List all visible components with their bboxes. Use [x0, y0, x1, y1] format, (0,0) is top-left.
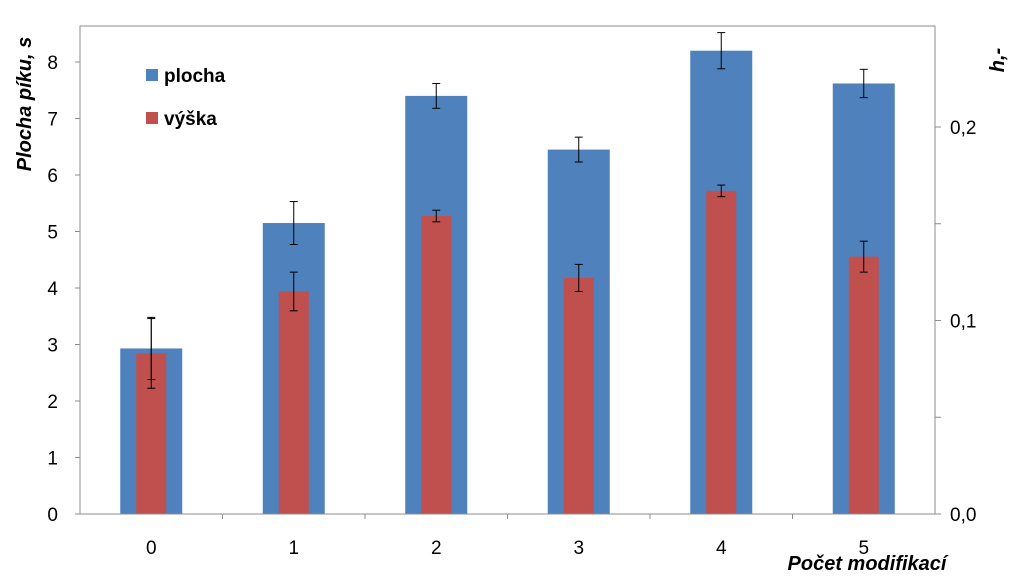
left-tick-label: 6 — [47, 166, 58, 187]
left-tick-label: 3 — [47, 336, 58, 357]
left-tick-label: 4 — [47, 279, 58, 300]
legend: plocha výška — [146, 66, 226, 130]
x-tick-label: 0 — [146, 538, 157, 559]
bar-vyska — [706, 190, 737, 515]
legend-label-vyska: výška — [164, 109, 217, 130]
left-tick-label: 1 — [47, 449, 58, 470]
x-axis-title: Počet modifikací — [788, 553, 949, 575]
left-axis: 0 1 2 3 4 5 6 7 8 — [47, 53, 80, 526]
x-tick-label: 3 — [573, 538, 584, 559]
y-axis-title-right: h,- — [987, 47, 1009, 72]
right-tick-label: 0,2 — [950, 118, 976, 139]
legend-swatch-vyska — [146, 112, 158, 124]
series-vyska-bars — [136, 190, 879, 515]
right-tick-label: 0,0 — [950, 505, 976, 526]
x-axis: 0 1 2 3 4 5 — [146, 514, 869, 559]
x-tick-label: 1 — [288, 538, 299, 559]
left-tick-label: 0 — [47, 505, 58, 526]
bar-vyska — [563, 277, 594, 514]
error-bars — [147, 32, 868, 389]
left-tick-label: 7 — [47, 110, 58, 131]
bar-vyska — [278, 291, 309, 514]
x-tick-label: 2 — [431, 538, 442, 559]
left-tick-label: 5 — [47, 223, 58, 244]
right-axis: 0,0 0,1 0,2 — [935, 118, 976, 526]
x-tick-label: 4 — [716, 538, 727, 559]
left-tick-label: 8 — [47, 53, 58, 74]
legend-label-plocha: plocha — [164, 66, 226, 87]
right-tick-label: 0,1 — [950, 312, 976, 333]
legend-swatch-plocha — [146, 69, 158, 81]
left-tick-label: 2 — [47, 392, 58, 413]
bar-vyska — [848, 256, 879, 514]
y-axis-title-left: Plocha píku, s — [14, 37, 36, 171]
bar-vyska — [421, 216, 452, 514]
x-tick-label: 5 — [858, 538, 869, 559]
